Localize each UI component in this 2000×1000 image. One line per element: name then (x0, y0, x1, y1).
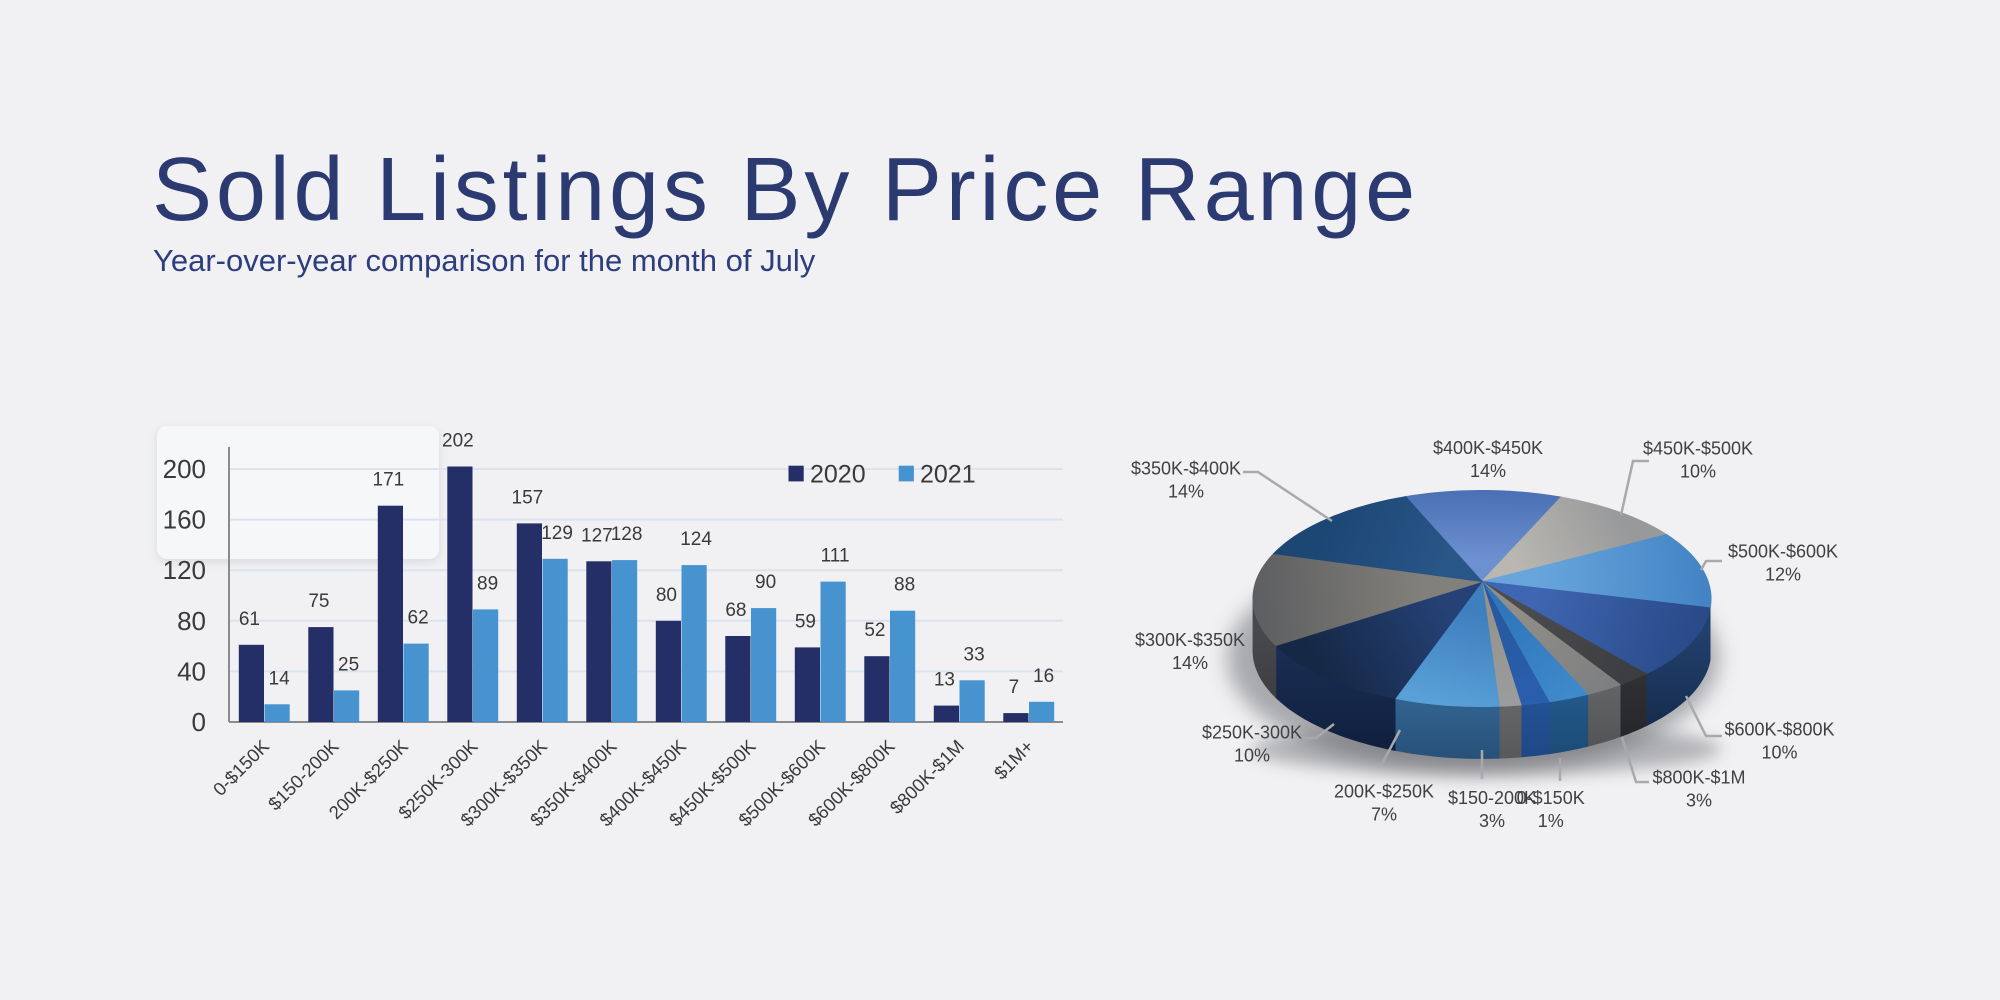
svg-text:$600K-$800K: $600K-$800K (1724, 719, 1834, 739)
svg-text:80: 80 (177, 606, 206, 636)
svg-text:52: 52 (864, 620, 885, 641)
svg-text:12%: 12% (1765, 564, 1801, 584)
svg-text:157: 157 (512, 487, 544, 508)
svg-text:89: 89 (477, 573, 498, 594)
svg-text:$800K-$1M: $800K-$1M (886, 735, 968, 817)
svg-text:10%: 10% (1680, 461, 1716, 481)
svg-text:0-$150K: 0-$150K (209, 735, 274, 800)
svg-text:88: 88 (894, 575, 915, 596)
svg-text:10%: 10% (1761, 742, 1797, 762)
svg-text:68: 68 (725, 600, 746, 621)
svg-text:14: 14 (269, 668, 291, 689)
svg-text:202: 202 (442, 431, 474, 452)
svg-text:$1M+: $1M+ (990, 735, 1038, 783)
svg-text:171: 171 (373, 470, 405, 491)
svg-text:7%: 7% (1371, 804, 1397, 824)
svg-text:111: 111 (821, 546, 850, 567)
svg-text:40: 40 (177, 656, 206, 686)
svg-text:62: 62 (408, 608, 429, 629)
svg-text:3%: 3% (1479, 811, 1505, 831)
svg-text:200K-$250K: 200K-$250K (1334, 781, 1434, 801)
svg-text:0-$150K: 0-$150K (1517, 788, 1585, 808)
svg-text:124: 124 (680, 529, 712, 550)
svg-text:$350K-$400K: $350K-$400K (1131, 458, 1241, 478)
svg-text:13: 13 (934, 670, 955, 691)
svg-text:10%: 10% (1234, 745, 1270, 765)
svg-text:80: 80 (656, 585, 677, 606)
svg-text:200: 200 (163, 454, 206, 484)
svg-text:14%: 14% (1470, 461, 1506, 481)
svg-text:3%: 3% (1686, 790, 1712, 810)
svg-text:$150-200K: $150-200K (1448, 788, 1536, 808)
svg-text:$250K-300K: $250K-300K (1202, 722, 1302, 742)
svg-text:$800K-$1M: $800K-$1M (1652, 767, 1745, 787)
svg-text:120: 120 (163, 555, 206, 585)
svg-text:$300K-$350K: $300K-$350K (1135, 630, 1245, 650)
svg-text:$500K-$600K: $500K-$600K (1728, 541, 1838, 561)
svg-text:75: 75 (308, 591, 329, 612)
svg-text:2021: 2021 (920, 461, 976, 489)
svg-text:14%: 14% (1172, 653, 1208, 673)
svg-text:160: 160 (163, 505, 206, 535)
svg-text:2020: 2020 (810, 461, 866, 489)
svg-text:127: 127 (581, 525, 613, 546)
svg-text:7: 7 (1009, 677, 1020, 698)
svg-text:129: 129 (541, 523, 573, 544)
svg-text:0: 0 (192, 707, 206, 737)
svg-text:33: 33 (964, 644, 985, 665)
svg-text:$400K-$450K: $400K-$450K (1433, 438, 1543, 458)
svg-text:25: 25 (338, 654, 359, 675)
svg-text:61: 61 (239, 609, 260, 630)
svg-text:$450K-$500K: $450K-$500K (1643, 438, 1753, 458)
svg-text:14%: 14% (1168, 481, 1204, 501)
svg-text:16: 16 (1033, 666, 1054, 687)
svg-text:90: 90 (755, 572, 776, 593)
svg-text:59: 59 (795, 611, 816, 632)
svg-text:1%: 1% (1538, 811, 1564, 831)
svg-text:128: 128 (611, 524, 643, 545)
